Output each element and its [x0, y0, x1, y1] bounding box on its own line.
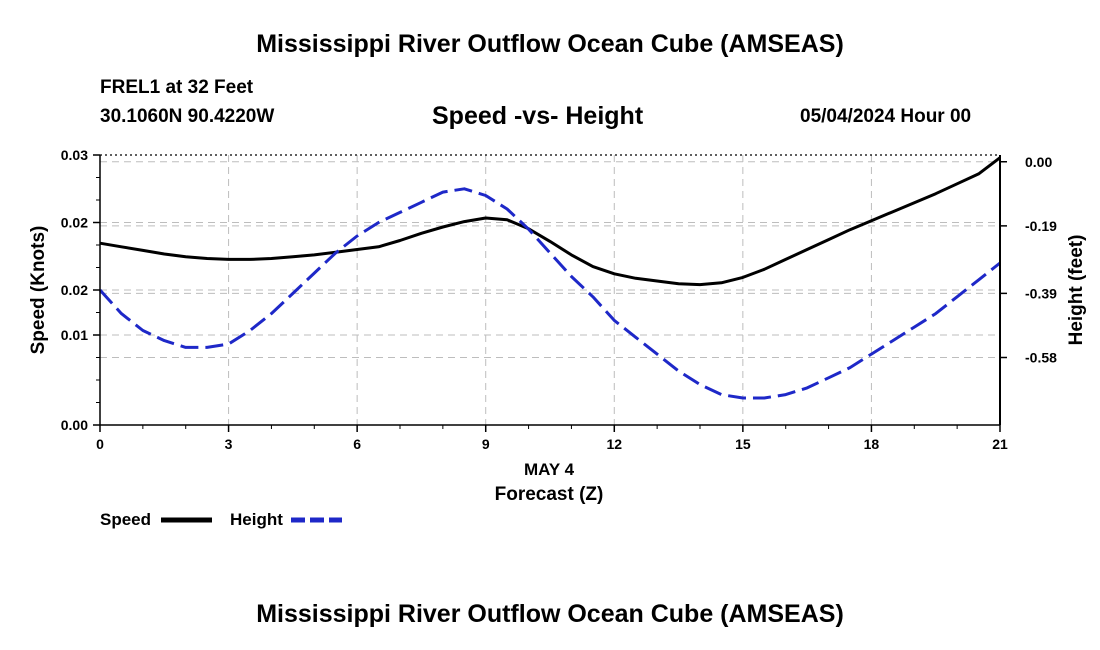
page-title: Mississippi River Outflow Ocean Cube (AM…: [256, 30, 844, 58]
y2-tick-label: -0.39: [1025, 285, 1057, 301]
station-label: FREL1 at 32 Feet: [100, 77, 254, 98]
legend-height-label: Height: [230, 510, 283, 529]
series-line-height: [98, 187, 1001, 400]
y2-axis-label: Height (feet): [1066, 235, 1087, 346]
y-tick-label: 0.02: [61, 282, 88, 298]
forecast-datetime: 05/04/2024 Hour 00: [800, 106, 972, 127]
legend: Speed Height: [100, 510, 342, 529]
y-tick-label: 0.02: [61, 215, 88, 231]
grid: [100, 155, 1000, 425]
x-tick-label: 21: [992, 436, 1008, 452]
chart-title: Speed -vs- Height: [432, 102, 644, 130]
page-title-repeat: Mississippi River Outflow Ocean Cube (AM…: [256, 600, 844, 628]
y-tick-label: 0.01: [61, 327, 88, 343]
y2-tick-label: -0.19: [1025, 218, 1057, 234]
y2-tick-label: -0.58: [1025, 350, 1057, 366]
x-tick-label: 15: [735, 436, 751, 452]
y-tick-label: 0.03: [61, 147, 88, 163]
x-axis-date-label: MAY 4: [524, 460, 575, 479]
series-layer: [98, 156, 1001, 400]
y-axis-label: Speed (Knots): [28, 226, 49, 355]
y-tick-label: 0.00: [61, 417, 88, 433]
legend-speed-label: Speed: [100, 510, 151, 529]
station-coordinates: 30.1060N 90.4220W: [100, 106, 275, 127]
series-line-speed: [99, 156, 1001, 287]
x-tick-label: 18: [864, 436, 880, 452]
x-tick-label: 12: [606, 436, 622, 452]
x-tick-label: 9: [482, 436, 490, 452]
x-axis-label: Forecast (Z): [495, 484, 604, 505]
y2-tick-label: 0.00: [1025, 154, 1052, 170]
x-tick-label: 3: [225, 436, 233, 452]
x-tick-label: 0: [96, 436, 104, 452]
x-tick-label: 6: [353, 436, 361, 452]
axes: 0 3 6 9 12 15 18 21 0.00 0.01 0.02 0.02 0.03 0.00 -0.1…: [61, 147, 1057, 452]
